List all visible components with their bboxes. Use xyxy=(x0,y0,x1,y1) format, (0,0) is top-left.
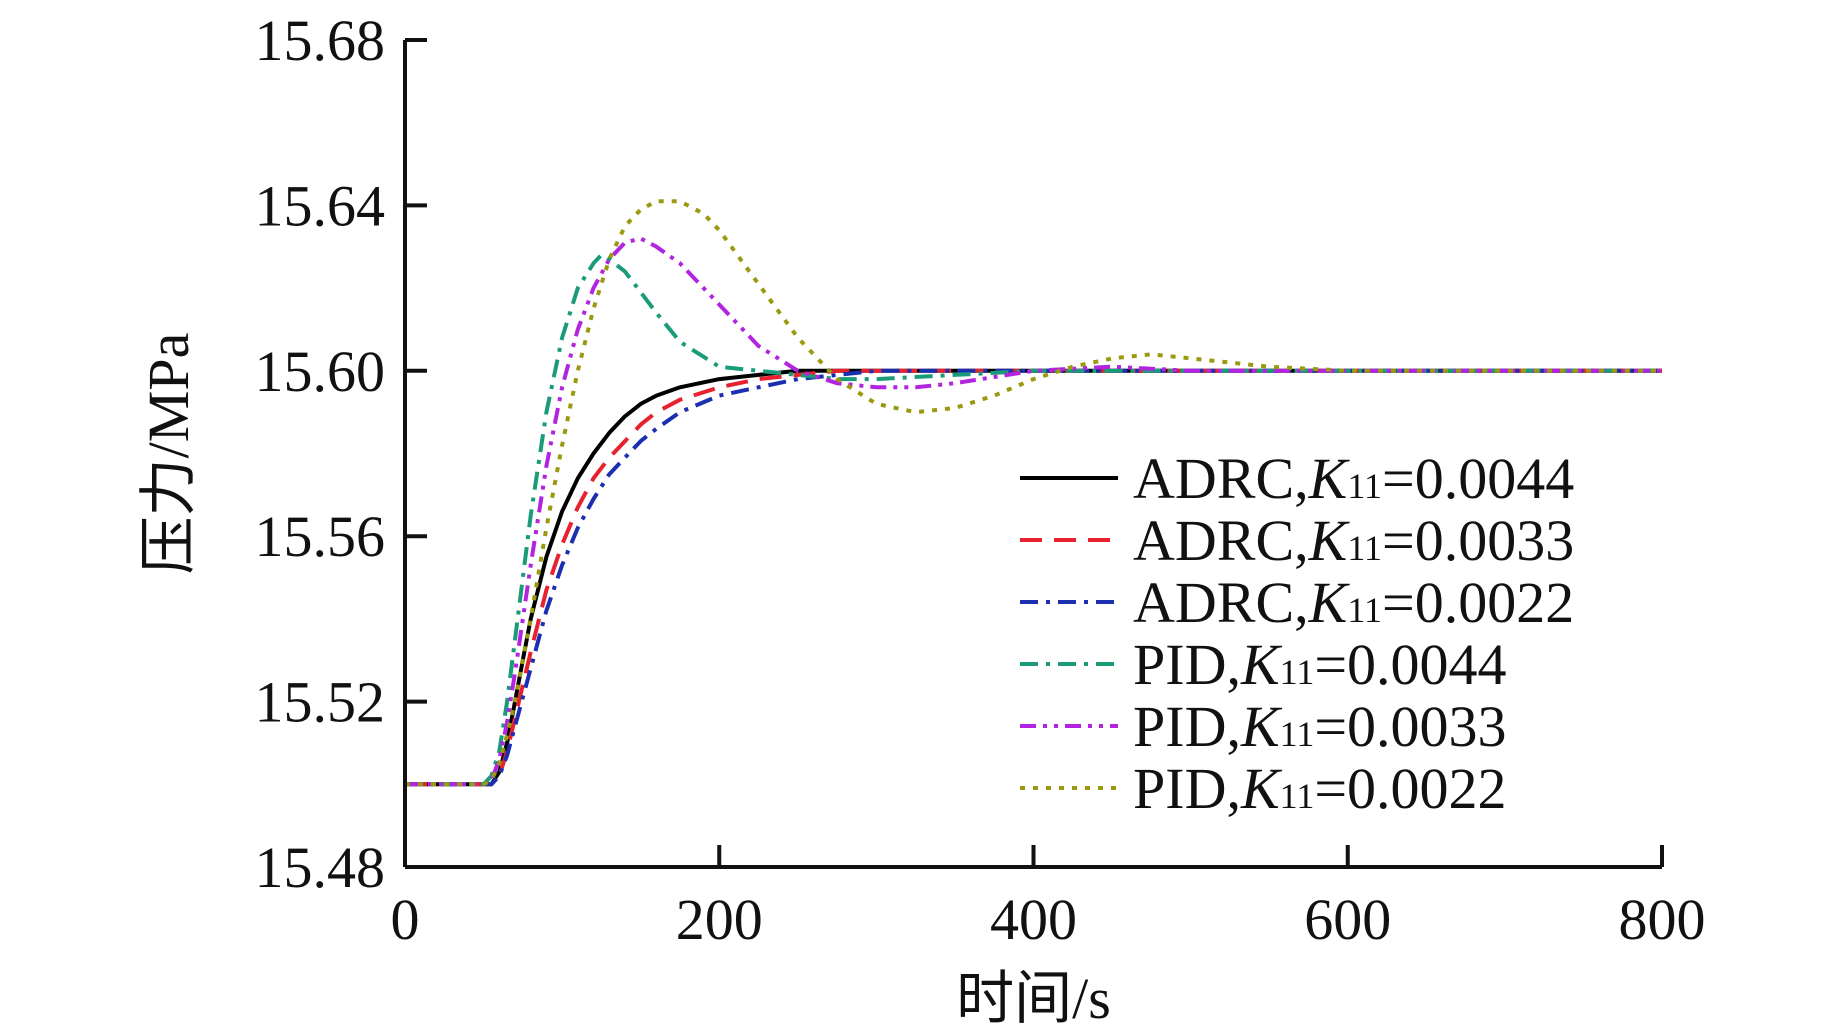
legend-entry-0: ADRC,K11=0.0044 xyxy=(1133,446,1574,511)
legend-entry-5: PID,K11=0.0022 xyxy=(1133,756,1507,821)
legend-entry-1: ADRC,K11=0.0033 xyxy=(1133,508,1574,573)
x-tick-label: 0 xyxy=(391,887,420,952)
series-line-3 xyxy=(405,253,1662,787)
y-tick-label: 15.60 xyxy=(255,339,386,404)
y-axis-title: 压力/MPa xyxy=(136,333,201,575)
x-axis-title: 时间/s xyxy=(956,966,1111,1031)
series-line-2 xyxy=(405,368,1662,787)
x-tick-label: 400 xyxy=(990,887,1077,952)
x-tick-label: 600 xyxy=(1304,887,1391,952)
y-tick-label: 15.56 xyxy=(255,504,386,569)
y-tick-label: 15.48 xyxy=(255,835,386,900)
legend-entry-4: PID,K11=0.0033 xyxy=(1133,694,1507,759)
legend-entry-2: ADRC,K11=0.0022 xyxy=(1133,570,1574,635)
y-tick-label: 15.64 xyxy=(255,173,386,238)
series-lines xyxy=(405,199,1662,787)
y-tick-label: 15.52 xyxy=(255,670,386,735)
legend: ADRC,K11=0.0044ADRC,K11=0.0033ADRC,K11=0… xyxy=(1020,446,1574,821)
y-tick-label: 15.68 xyxy=(255,8,386,73)
x-tick-label: 800 xyxy=(1619,887,1706,952)
x-tick-label: 200 xyxy=(676,887,763,952)
ticks: 0 200 400 600 800 15.48 15.52 15.56 15.60 15.64 15… xyxy=(255,8,1706,952)
series-line-1 xyxy=(405,368,1662,787)
legend-entry-3: PID,K11=0.0044 xyxy=(1133,632,1507,697)
